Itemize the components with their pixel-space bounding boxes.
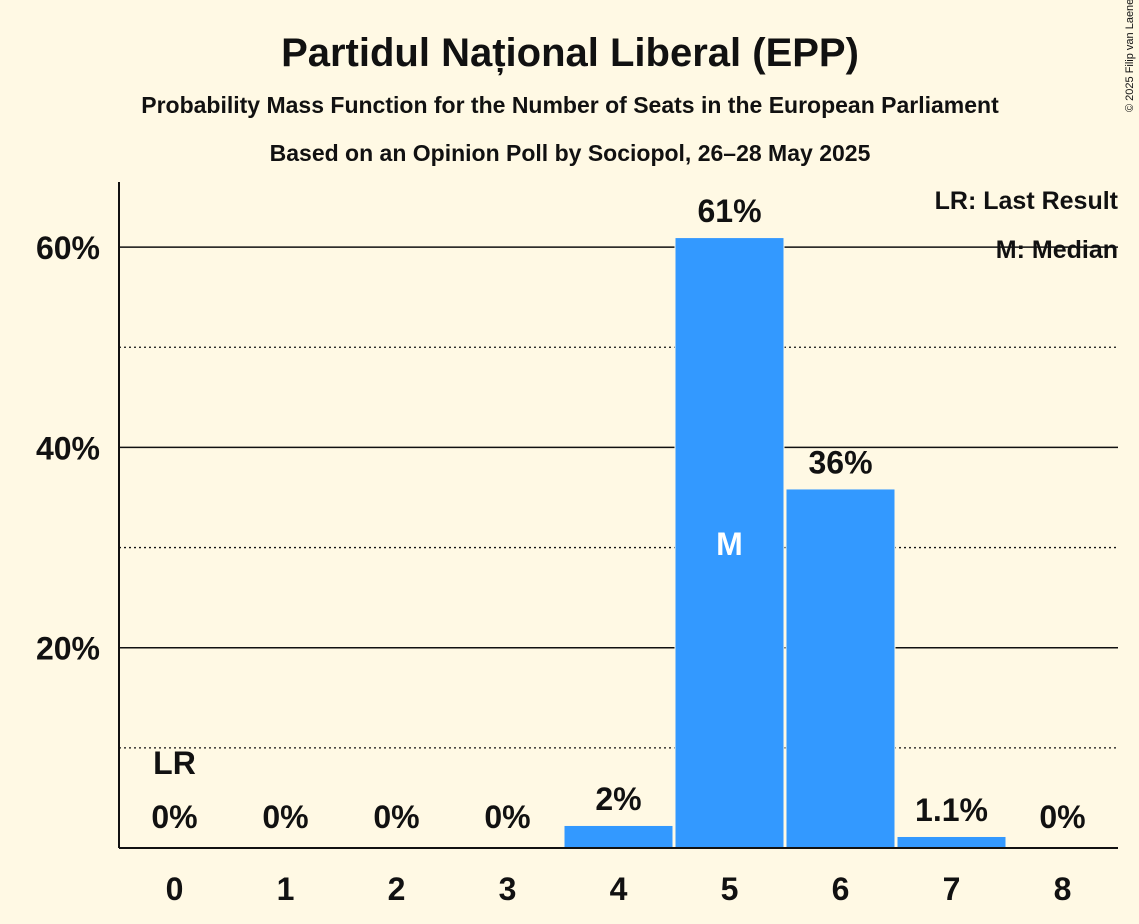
value-label: 0%	[151, 799, 197, 835]
bar-5-seats	[675, 238, 784, 848]
value-label: 0%	[373, 799, 419, 835]
x-tick-label: 1	[277, 871, 295, 907]
major-gridlines	[119, 246, 1118, 649]
x-tick-label: 3	[499, 871, 517, 907]
x-tick-label: 2	[388, 871, 406, 907]
chart-subtitle-poll: Based on an Opinion Poll by Sociopol, 26…	[270, 140, 871, 166]
value-label: 0%	[262, 799, 308, 835]
x-tick-label: 8	[1054, 871, 1072, 907]
x-tick-labels: 0 1 2 3 4 5 6 7 8	[166, 871, 1072, 907]
chart-subtitle: Probability Mass Function for the Number…	[141, 92, 999, 118]
value-label: 0%	[484, 799, 530, 835]
legend-last-result: LR: Last Result	[935, 187, 1119, 215]
x-tick-label: 4	[610, 871, 628, 907]
data-labels: 0% LR 0% 0% 0% 2% 61% M 36% 1.1% 0%	[151, 193, 1085, 835]
median-marker: M	[716, 526, 743, 562]
legend-median: M: Median	[996, 236, 1118, 264]
bars	[563, 237, 1007, 848]
value-label: 61%	[697, 193, 761, 229]
y-tick-label: 60%	[36, 230, 100, 266]
value-label: 2%	[595, 781, 641, 817]
y-tick-label: 40%	[36, 430, 100, 466]
axes	[118, 182, 1118, 849]
x-tick-label: 5	[721, 871, 739, 907]
bar-6-seats	[786, 489, 895, 848]
last-result-marker: LR	[153, 745, 196, 781]
bar-4-seats	[564, 825, 673, 848]
value-label: 0%	[1039, 799, 1085, 835]
y-tick-labels: 20% 40% 60%	[36, 230, 100, 667]
x-tick-label: 7	[943, 871, 961, 907]
bar-7-seats	[897, 836, 1006, 848]
value-label: 36%	[808, 444, 872, 480]
copyright-notice: © 2025 Filip van Laenen	[1124, 0, 1136, 112]
minor-gridlines	[119, 346, 1118, 749]
y-tick-label: 20%	[36, 631, 100, 667]
value-label: 1.1%	[915, 792, 988, 828]
x-tick-label: 6	[832, 871, 850, 907]
x-tick-label: 0	[166, 871, 184, 907]
chart-title: Partidul Național Liberal (EPP)	[281, 31, 859, 75]
